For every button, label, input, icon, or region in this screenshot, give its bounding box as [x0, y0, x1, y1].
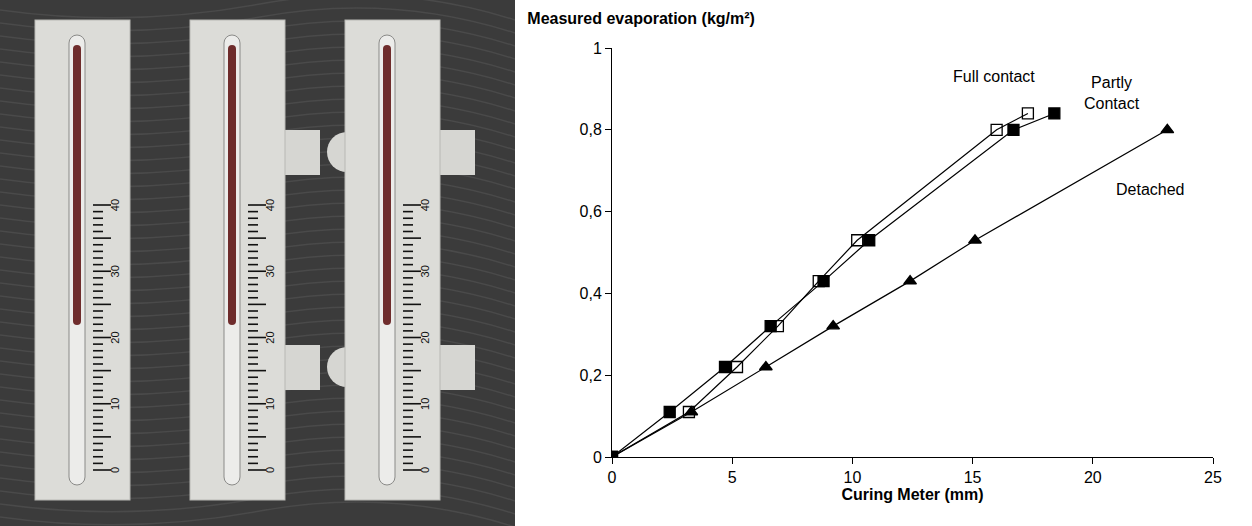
svg-text:0: 0 — [419, 467, 431, 473]
svg-text:30: 30 — [264, 265, 276, 277]
svg-text:30: 30 — [109, 265, 121, 277]
svg-text:0: 0 — [608, 469, 617, 486]
svg-text:5: 5 — [728, 469, 737, 486]
svg-text:0,4: 0,4 — [580, 285, 602, 302]
svg-text:0: 0 — [109, 467, 121, 473]
svg-text:30: 30 — [419, 265, 431, 277]
svg-text:40: 40 — [419, 199, 431, 211]
svg-text:0: 0 — [593, 449, 602, 466]
svg-text:0: 0 — [264, 467, 276, 473]
svg-text:10: 10 — [264, 398, 276, 410]
svg-text:20: 20 — [419, 331, 431, 343]
svg-text:0,2: 0,2 — [580, 367, 602, 384]
svg-text:25: 25 — [1204, 469, 1222, 486]
svg-text:20: 20 — [1084, 469, 1102, 486]
svg-text:0,6: 0,6 — [580, 203, 602, 220]
svg-text:20: 20 — [264, 331, 276, 343]
svg-text:PartlyContact: PartlyContact — [1084, 74, 1140, 112]
svg-text:Curing Meter (mm): Curing Meter (mm) — [841, 486, 983, 503]
svg-text:10: 10 — [109, 398, 121, 410]
svg-text:15: 15 — [964, 469, 982, 486]
svg-text:Measured evaporation (kg/m²): Measured evaporation (kg/m²) — [527, 10, 755, 27]
svg-text:0,8: 0,8 — [580, 121, 602, 138]
svg-text:10: 10 — [844, 469, 862, 486]
svg-text:10: 10 — [419, 398, 431, 410]
svg-text:20: 20 — [109, 331, 121, 343]
svg-text:1: 1 — [593, 40, 602, 57]
svg-text:Detached: Detached — [1116, 181, 1185, 198]
svg-text:40: 40 — [264, 199, 276, 211]
svg-text:Full contact: Full contact — [953, 68, 1035, 85]
svg-text:40: 40 — [109, 199, 121, 211]
